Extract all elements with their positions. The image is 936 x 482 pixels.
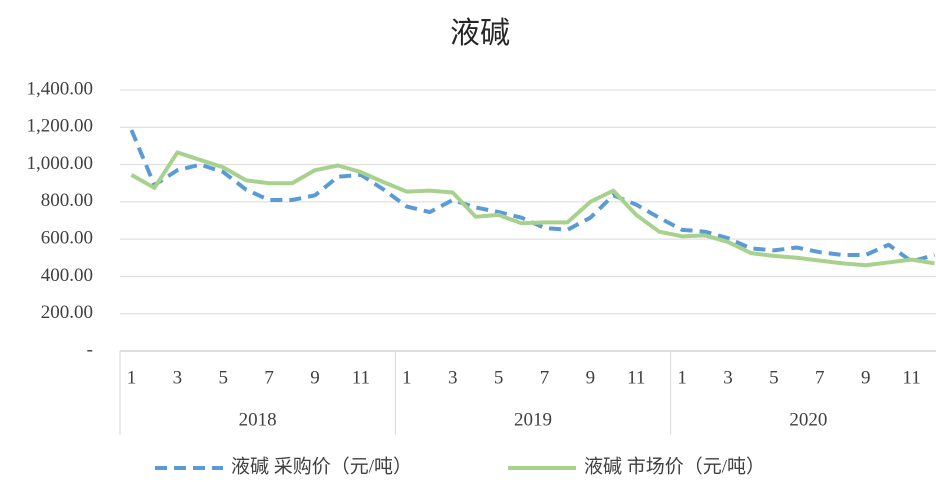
y-tick-label: - <box>87 339 93 360</box>
group-label: 2019 <box>514 409 552 430</box>
y-tick-label: 1,000.00 <box>27 153 94 174</box>
x-tick-label: 1 <box>127 367 137 388</box>
x-tick-label: 5 <box>219 367 229 388</box>
x-tick-label: 3 <box>723 367 733 388</box>
chart-title: 液碱 <box>450 17 510 50</box>
y-tick-label: 200.00 <box>41 302 93 323</box>
y-tick-label: 400.00 <box>41 265 93 286</box>
series-line <box>130 150 935 268</box>
y-tick-label: 800.00 <box>41 190 93 211</box>
x-tick-label: 5 <box>494 367 504 388</box>
x-tick-label: 3 <box>173 367 183 388</box>
x-tick-label: 7 <box>815 367 825 388</box>
x-tick-label: 9 <box>861 367 871 388</box>
y-tick-label: 600.00 <box>41 228 93 249</box>
x-tick-label: 5 <box>769 367 779 388</box>
x-tick-label: 11 <box>902 367 920 388</box>
x-tick-label: 7 <box>264 367 274 388</box>
y-tick-label: 1,400.00 <box>27 78 94 99</box>
series-line <box>129 129 936 264</box>
legend-label: 液碱 市场价（元/吨） <box>584 455 765 477</box>
legend-label: 液碱 采购价（元/吨） <box>231 455 412 477</box>
x-tick-label: 1 <box>402 367 412 388</box>
x-tick-label: 7 <box>540 367 550 388</box>
x-tick-label: 9 <box>586 367 596 388</box>
y-tick-label: 1,200.00 <box>27 116 94 137</box>
x-tick-label: 11 <box>627 367 645 388</box>
x-tick-label: 1 <box>677 367 687 388</box>
x-tick-label: 3 <box>448 367 458 388</box>
x-tick-label: 9 <box>310 367 320 388</box>
x-tick-label: 11 <box>352 367 370 388</box>
group-label: 2020 <box>789 409 827 430</box>
group-label: 2018 <box>239 409 277 430</box>
